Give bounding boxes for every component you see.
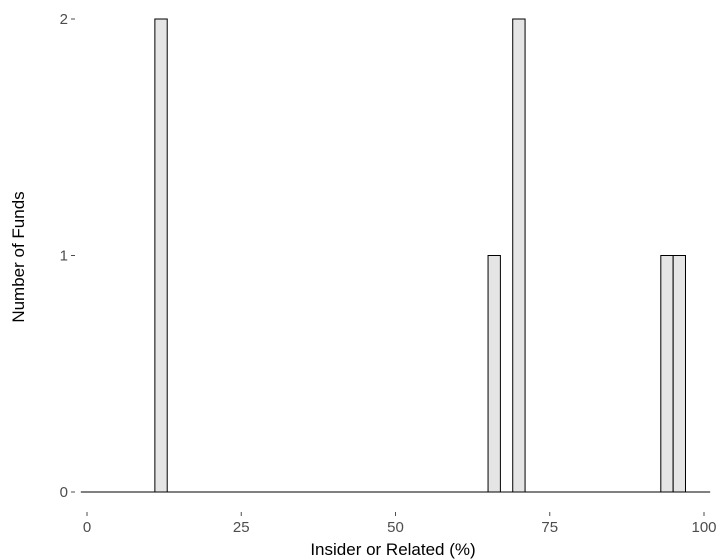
- x-axis: 0 25 50 75 100: [83, 512, 717, 536]
- histogram-bar-5: [672, 255, 686, 493]
- y-tick-label: 0: [60, 484, 68, 501]
- x-tick-label: 50: [387, 519, 404, 536]
- histogram-bar-2: [487, 255, 501, 493]
- y-axis-title: Number of Funds: [9, 191, 28, 322]
- plot-area: [80, 18, 711, 493]
- y-tick-label: 1: [60, 248, 68, 265]
- histogram-bar-1: [154, 18, 168, 493]
- x-axis-title: Insider or Related (%): [310, 540, 475, 559]
- x-tick-label: 100: [691, 519, 716, 536]
- histogram-bar-4: [660, 255, 674, 493]
- x-tick-label: 25: [233, 519, 250, 536]
- x-tick-label: 75: [541, 519, 558, 536]
- x-tick-label: 0: [83, 519, 91, 536]
- y-tick-label: 2: [60, 11, 68, 28]
- y-axis: 0 1 2: [60, 11, 75, 501]
- histogram-bar-3: [512, 18, 526, 493]
